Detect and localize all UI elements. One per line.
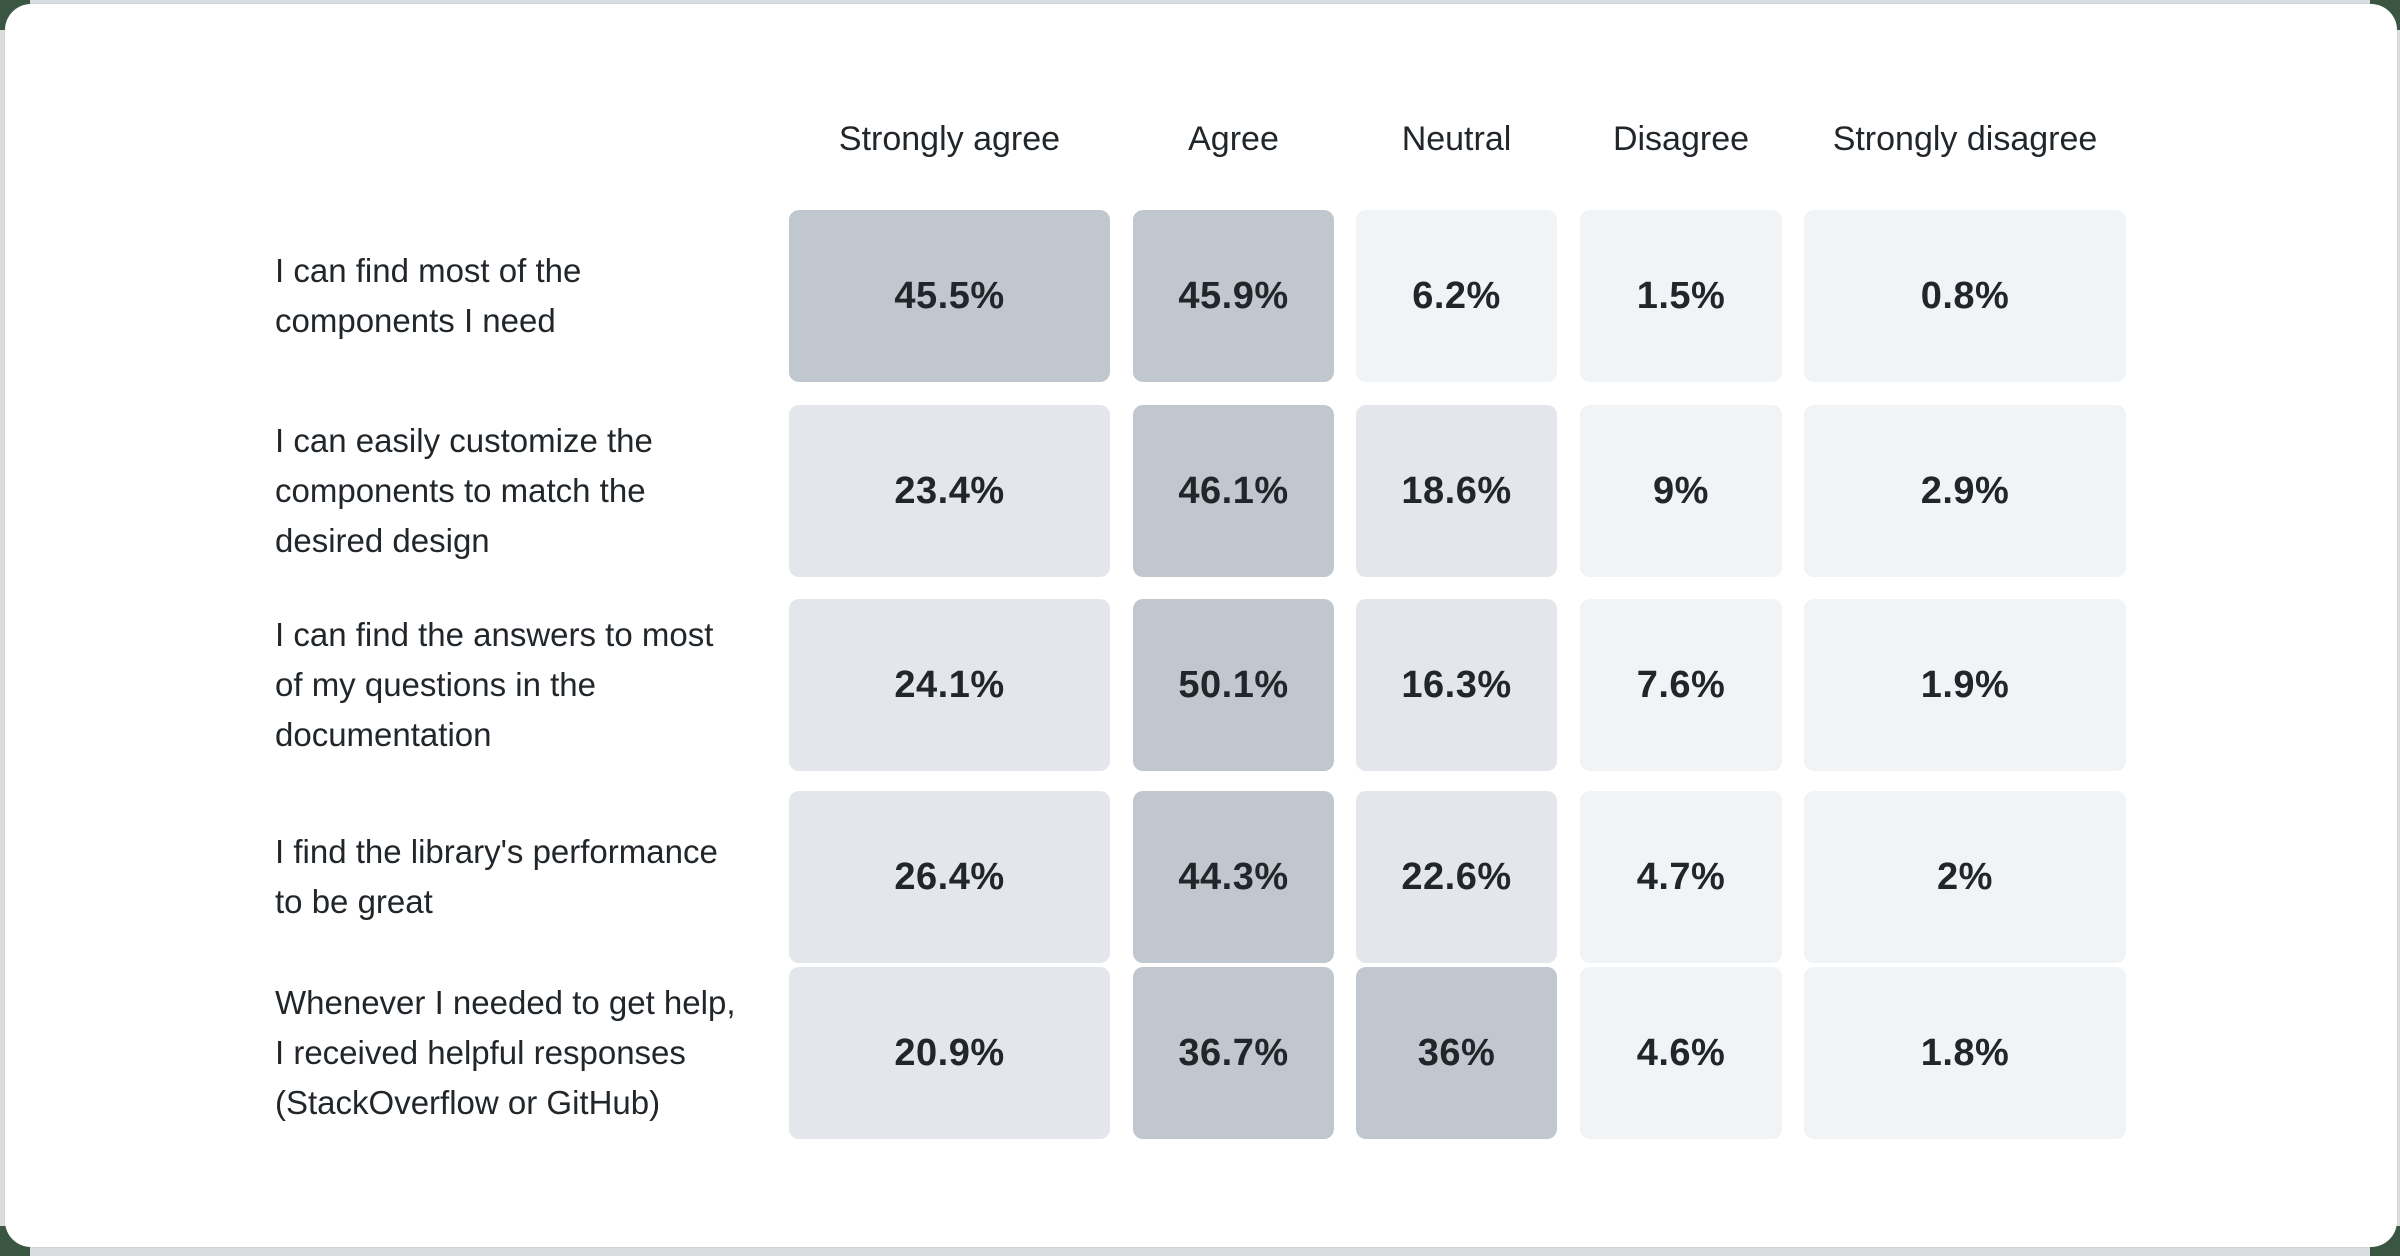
- heatmap-cell: 45.5%: [789, 210, 1110, 382]
- row-label-line: components to match the: [275, 472, 646, 509]
- heatmap-cell: 7.6%: [1580, 599, 1782, 771]
- row-label-line: components I need: [275, 302, 556, 339]
- heatmap-cell: 46.1%: [1133, 405, 1334, 577]
- heatmap-cell: 9%: [1580, 405, 1782, 577]
- heatmap-cell: 1.9%: [1804, 599, 2126, 771]
- row-label-line: documentation: [275, 716, 492, 753]
- heatmap-cell: 23.4%: [789, 405, 1110, 577]
- row-label-line: I find the library's performance: [275, 833, 718, 870]
- column-header-strongly-disagree: Strongly disagree: [1832, 119, 2098, 158]
- row-label-line: to be great: [275, 883, 433, 920]
- heatmap-cell: 20.9%: [789, 967, 1110, 1139]
- row-label-line: I received helpful responses: [275, 1034, 686, 1071]
- column-header-disagree: Disagree: [1612, 119, 1750, 158]
- heatmap-cell: 36%: [1356, 967, 1557, 1139]
- column-header-strongly-agree: Strongly agree: [838, 119, 1061, 158]
- heatmap-cell: 45.9%: [1133, 210, 1334, 382]
- row-label-line: of my questions in the: [275, 666, 597, 703]
- column-header-neutral: Neutral: [1401, 119, 1512, 158]
- row-label-line: Whenever I needed to get help,: [275, 984, 736, 1021]
- heatmap-cell: 16.3%: [1356, 599, 1557, 771]
- row-label: I can find most of the components I need: [275, 210, 581, 382]
- heatmap-cell: 2.9%: [1804, 405, 2126, 577]
- heatmap-cell: 18.6%: [1356, 405, 1557, 577]
- row-label: I find the library's performance to be gr…: [275, 791, 718, 963]
- heatmap-cell: 50.1%: [1133, 599, 1334, 771]
- heatmap-cell: 36.7%: [1133, 967, 1334, 1139]
- row-label-line: desired design: [275, 522, 490, 559]
- heatmap-cell: 1.5%: [1580, 210, 1782, 382]
- heatmap-cell: 1.8%: [1804, 967, 2126, 1139]
- row-label: I can find the answers to most of my ques…: [275, 599, 713, 771]
- heatmap-cell: 26.4%: [789, 791, 1110, 963]
- heatmap-cell: 22.6%: [1356, 791, 1557, 963]
- heatmap-cell: 4.7%: [1580, 791, 1782, 963]
- heatmap-cell: 2%: [1804, 791, 2126, 963]
- heatmap-cell: 6.2%: [1356, 210, 1557, 382]
- row-label-line: I can easily customize the: [275, 422, 653, 459]
- column-header-agree: Agree: [1188, 119, 1279, 158]
- heatmap-cell: 24.1%: [789, 599, 1110, 771]
- heatmap-cell: 0.8%: [1804, 210, 2126, 382]
- row-label: Whenever I needed to get help, I received…: [275, 967, 736, 1139]
- heatmap-cell: 4.6%: [1580, 967, 1782, 1139]
- heatmap-cell: 44.3%: [1133, 791, 1334, 963]
- row-label-line: I can find most of the: [275, 252, 582, 289]
- row-label-line: I can find the answers to most: [275, 616, 714, 653]
- row-label: I can easily customize the components to …: [275, 405, 653, 577]
- row-label-line: (StackOverflow or GitHub): [275, 1084, 661, 1121]
